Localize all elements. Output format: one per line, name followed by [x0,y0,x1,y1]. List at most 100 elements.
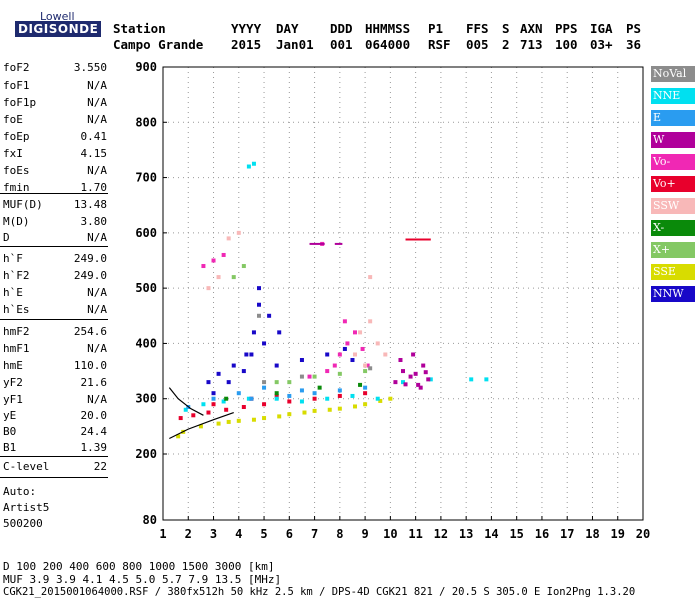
header-label-iga: IGA [590,21,613,36]
data-point [312,408,317,413]
param-value: 21.6 [80,376,108,389]
data-point [312,374,317,379]
param-name: C-level [3,460,50,473]
data-point [337,406,342,411]
param-name: B0 [3,425,17,438]
param-name: yF2 [3,376,23,389]
param-name: B1 [3,441,17,454]
footer-muf-row: MUF 3.9 3.9 4.1 4.5 5.0 5.7 7.9 13.5 [MH… [3,573,282,586]
header-value-s: 2 [502,37,510,52]
divider [0,246,108,247]
data-point [350,358,355,363]
logo-text-top: Lowell [40,10,75,23]
param-row: yF1 N/A [3,393,107,406]
param-row: h`F 249.0 [3,252,107,265]
data-point [378,398,383,403]
x-tick-label: 19 [611,527,625,541]
autoscale-code: 500200 [3,517,43,530]
x-tick-label: 13 [459,527,473,541]
divider [0,477,108,478]
data-point [262,402,267,407]
data-point [421,363,426,368]
x-tick-label: 16 [535,527,549,541]
x-tick-label: 2 [185,527,192,541]
header-value-ddd: 001 [330,37,353,52]
x-tick-label: 9 [361,527,368,541]
param-name: MUF(D) [3,198,43,211]
data-point [325,352,330,357]
data-point [350,393,355,398]
param-row: foEp 0.41 [3,130,107,143]
data-point [241,405,246,410]
data-point [363,385,368,390]
legend-item-vo: Vo+ [651,176,695,192]
data-point [312,391,317,396]
param-value: 1.39 [80,441,108,454]
data-point [251,417,256,422]
x-tick-label: 15 [509,527,523,541]
data-point [353,330,357,335]
param-name: foEp [3,130,30,143]
data-point [236,391,241,396]
header-value-ps: 36 [626,37,642,52]
param-row: D N/A [3,231,107,244]
data-point [277,330,282,335]
x-tick-label: 7 [311,527,318,541]
series-vo+ [178,391,368,421]
data-point [236,230,241,235]
param-row: foEs N/A [3,164,107,177]
series-w [393,352,431,390]
param-name: fmin [3,181,30,194]
data-point [262,416,267,421]
data-point [262,380,267,385]
data-point [201,264,206,269]
data-point [231,275,236,280]
data-point [221,399,226,404]
param-name: foF1p [3,96,37,109]
data-point [287,399,292,404]
plot-frame [162,66,644,521]
param-name: hmE [3,359,23,372]
header-value-iga: 03+ [590,37,613,52]
data-point [426,377,431,382]
data-point [224,396,229,401]
header-value-day: Jan01 [276,37,314,52]
data-point [342,346,347,351]
param-value: 249.0 [73,252,107,265]
data-point [368,366,373,371]
x-tick-label: 8 [336,527,343,541]
data-point [211,391,216,396]
header-value-hhmmss: 064000 [365,37,411,52]
data-point [317,385,322,390]
footer-file-info: CGK21_2015001064000.RSF / 380fx512h 50 k… [3,586,636,598]
data-point [251,330,256,335]
x-tick-label: 17 [560,527,574,541]
data-point [307,374,312,379]
data-point [365,363,370,368]
data-point [216,275,221,280]
param-value: 4.15 [80,147,108,160]
header-label-ddd: DDD [330,21,353,36]
param-name: h`F2 [3,269,30,282]
data-point [299,399,304,404]
header-label-hhmmss: HHMMSS [365,21,411,36]
header-label-ps: PS [626,21,642,36]
param-value: 22 [93,460,107,473]
data-point [393,380,398,385]
param-row: M(D) 3.80 [3,215,107,228]
data-point [299,358,304,363]
data-point [413,371,418,376]
data-point [226,380,231,385]
x-tick-label: 1 [159,527,166,541]
data-point [178,416,183,421]
param-row: C-level 22 [3,460,107,473]
y-tick-label: 800 [135,115,157,129]
data-point [287,412,292,417]
param-name: foF1 [3,79,30,92]
data-point [416,382,421,387]
series-ssw [206,230,388,368]
x-tick-label: 3 [210,527,217,541]
header-label-s: S [502,21,510,36]
param-value: N/A [87,231,107,244]
data-point [337,388,342,393]
